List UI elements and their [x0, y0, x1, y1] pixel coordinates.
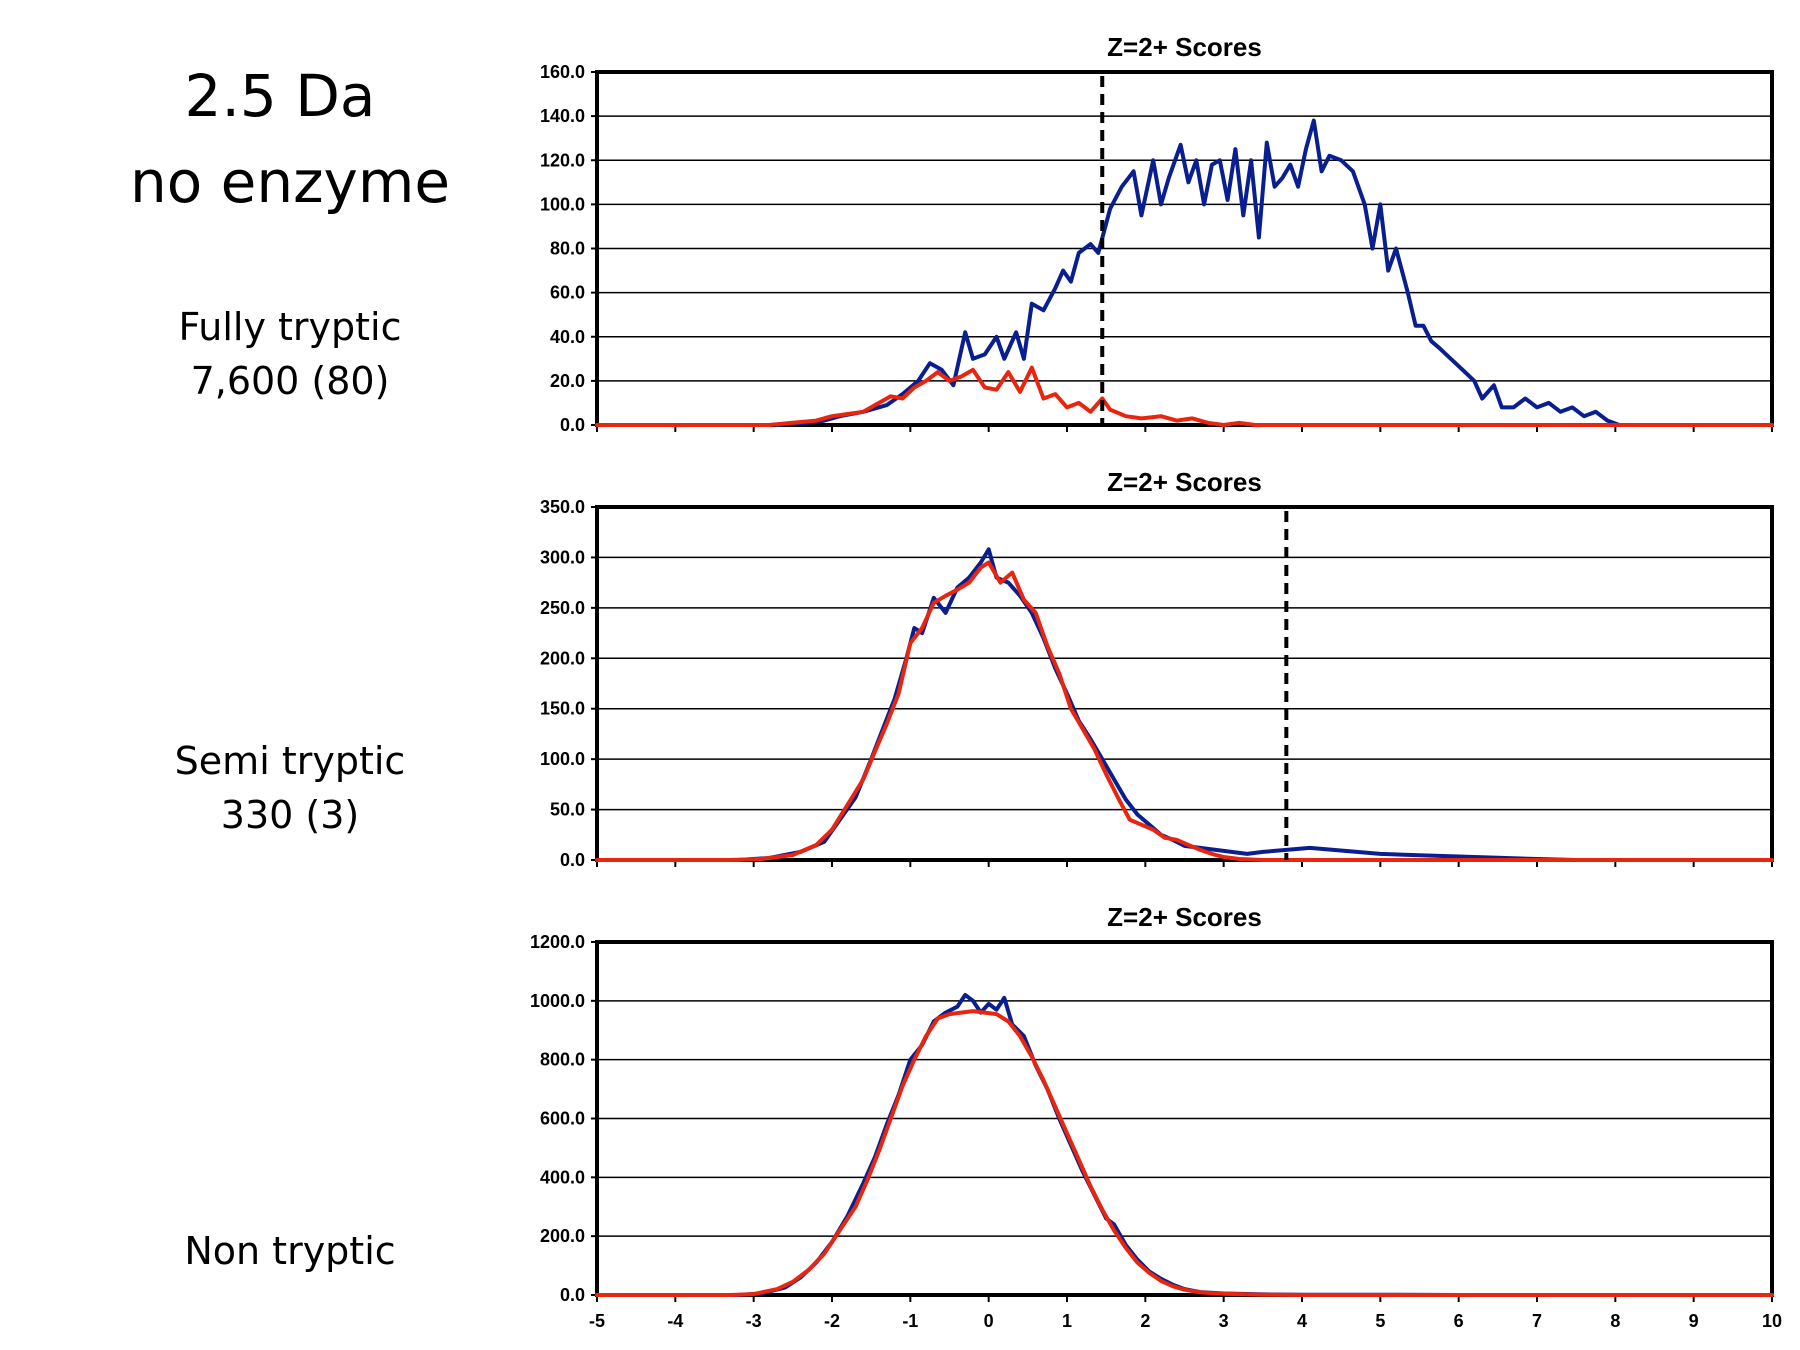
series-line-blue — [775, 118, 1774, 427]
y-tick-label: 0.0 — [560, 415, 585, 435]
label-non-tryptic-name: Non tryptic — [184, 1229, 396, 1273]
chart-panel-2: Z=2+ Scores 0.0 50.0 100.0 150.0 200.0 250.0 30… — [540, 467, 1774, 870]
slide-title-line2: no enzyme — [129, 148, 451, 216]
y-tick-label: 1200.0 — [530, 932, 585, 952]
x-tick-label: 1 — [1062, 1311, 1072, 1331]
y-tick-label: 0.0 — [560, 850, 585, 870]
plot-frame — [595, 940, 1774, 1297]
y-tick-label: 400.0 — [540, 1167, 585, 1187]
y-tick-label: 100.0 — [540, 194, 585, 214]
label-semi-tryptic-name: Semi tryptic — [174, 739, 406, 783]
series-line-blue — [595, 993, 1774, 1297]
slide-title-line1: 2.5 Da — [184, 62, 376, 130]
y-tick-label: 800.0 — [540, 1050, 585, 1070]
x-tick-label: 8 — [1610, 1311, 1620, 1331]
chart-panel-1: Z=2+ Scores 0.0 20.0 40.0 60.0 80.0 100.0 120.0… — [540, 32, 1774, 435]
x-tick-label: 6 — [1454, 1311, 1464, 1331]
y-tick-label: 80.0 — [550, 239, 585, 259]
label-fully-tryptic-count: 7,600 (80) — [190, 359, 390, 403]
series-line-red — [595, 560, 1774, 862]
y-tick-label: 120.0 — [540, 150, 585, 170]
label-semi-tryptic-count: 330 (3) — [220, 793, 360, 837]
y-tick-label: 200.0 — [540, 1226, 585, 1246]
series-line-red — [595, 1009, 1774, 1297]
y-tick-label: 300.0 — [540, 547, 585, 567]
label-fully-tryptic-name: Fully tryptic — [178, 305, 402, 349]
y-tick-label: 60.0 — [550, 283, 585, 303]
x-tick-label: 9 — [1689, 1311, 1699, 1331]
label-non-tryptic: Non tryptic — [0, 1224, 580, 1278]
y-tick-label: 250.0 — [540, 598, 585, 618]
x-tick-label: -4 — [667, 1311, 683, 1331]
series-line-red — [595, 365, 1774, 427]
x-tick-label: 4 — [1297, 1311, 1307, 1331]
x-tick-label: 7 — [1532, 1311, 1542, 1331]
series-line-blue — [595, 547, 1774, 862]
y-tick-label: 150.0 — [540, 699, 585, 719]
chart-title: Z=2+ Scores — [1107, 902, 1262, 932]
chart-title: Z=2+ Scores — [1107, 467, 1262, 497]
y-tick-label: 20.0 — [550, 371, 585, 391]
y-tick-label: 1000.0 — [530, 991, 585, 1011]
y-tick-label: 200.0 — [540, 648, 585, 668]
y-tick-label: 40.0 — [550, 327, 585, 347]
x-tick-label: -5 — [589, 1311, 605, 1331]
x-tick-label: -2 — [824, 1311, 840, 1331]
x-tick-label: 5 — [1375, 1311, 1385, 1331]
y-tick-label: 0.0 — [560, 1285, 585, 1305]
x-tick-label: 10 — [1762, 1311, 1782, 1331]
x-tick-label: 0 — [984, 1311, 994, 1331]
y-tick-label: 600.0 — [540, 1109, 585, 1129]
plot-frame — [595, 505, 1774, 862]
x-tick-label: 2 — [1140, 1311, 1150, 1331]
y-tick-label: 350.0 — [540, 497, 585, 517]
x-tick-label: 3 — [1219, 1311, 1229, 1331]
y-tick-label: 100.0 — [540, 749, 585, 769]
y-tick-label: 160.0 — [540, 62, 585, 82]
label-semi-tryptic: Semi tryptic 330 (3) — [0, 734, 580, 842]
plot-frame — [595, 70, 1774, 427]
y-tick-label: 140.0 — [540, 106, 585, 126]
chart-title: Z=2+ Scores — [1107, 32, 1262, 62]
chart-panel-3: Z=2+ Scores 0.0 200.0 400.0 600.0 800.0 1000.0… — [530, 902, 1782, 1331]
y-tick-label: 50.0 — [550, 800, 585, 820]
label-fully-tryptic: Fully tryptic 7,600 (80) — [0, 300, 580, 408]
x-tick-label: -3 — [746, 1311, 762, 1331]
x-tick-label: -1 — [902, 1311, 918, 1331]
